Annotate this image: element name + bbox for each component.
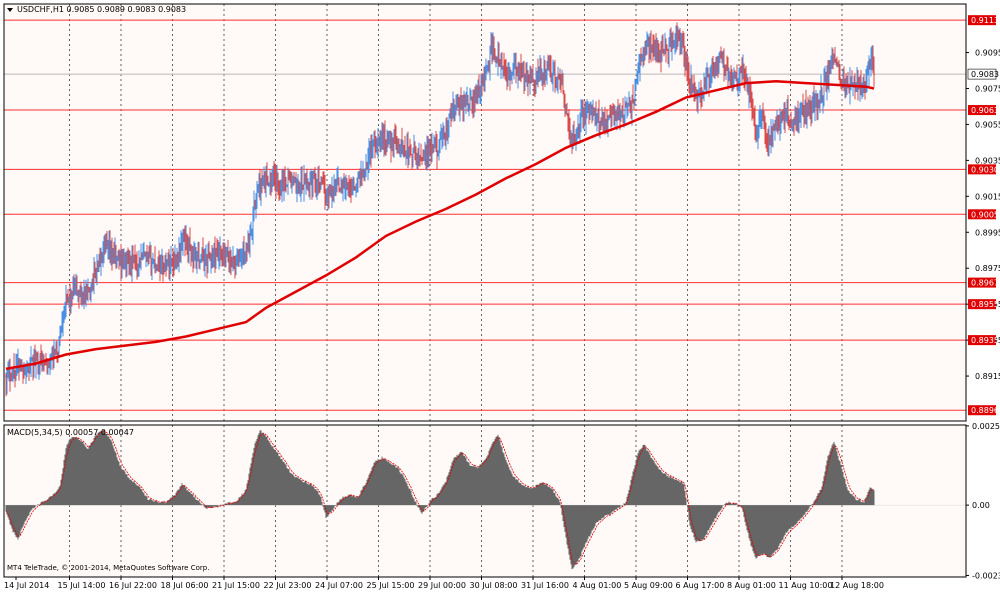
time-tick-label: 6 Aug 17:00 bbox=[676, 581, 725, 590]
current-price-tag: 0.9083 bbox=[967, 68, 999, 80]
level-price-tags: 0.9113 0.9063 0.9030 0.9005 0.8967 0.8955 0.89… bbox=[968, 15, 999, 416]
time-tick-label: 24 Jul 07:00 bbox=[315, 581, 363, 590]
time-tick-label: 22 Jul 23:00 bbox=[264, 581, 312, 590]
time-tick-label: 15 Jul 14:00 bbox=[58, 581, 106, 590]
copyright-footer: MT4 TeleTrade, © 2001-2014, MetaQuotes S… bbox=[7, 564, 209, 572]
macd-pane-frame bbox=[3, 424, 967, 578]
price-tick-label: 0.9075 bbox=[975, 84, 1000, 93]
level-tag-box bbox=[968, 164, 996, 175]
moving-average-line bbox=[5, 80, 875, 371]
time-tick-label: 11 Aug 10:00 bbox=[779, 581, 833, 590]
level-tag-box bbox=[968, 277, 996, 288]
time-tick-label: 12 Aug 18:00 bbox=[830, 581, 884, 590]
macd-tick-label: 0.00 bbox=[972, 501, 990, 510]
time-tick-label: 18 Jul 06:00 bbox=[161, 581, 209, 590]
price-tick-label: 0.9015 bbox=[975, 192, 1000, 201]
time-tick-label: 21 Jul 15:00 bbox=[212, 581, 260, 590]
price-bar bbox=[873, 56, 875, 87]
time-tick-label: 29 Jul 00:00 bbox=[418, 581, 466, 590]
level-tag-box bbox=[968, 105, 996, 116]
price-pane-frame bbox=[3, 3, 967, 422]
time-tick-label: 31 Jul 16:00 bbox=[521, 581, 569, 590]
current-price-tag-box bbox=[967, 68, 997, 80]
level-tag-label: 0.9005 bbox=[971, 210, 999, 219]
current-price-label: 0.9083 bbox=[971, 70, 999, 79]
level-tag-label: 0.9063 bbox=[971, 106, 999, 115]
level-tag-box bbox=[968, 15, 996, 26]
level-tag-label: 0.8896 bbox=[971, 406, 999, 415]
level-tag-box bbox=[968, 209, 996, 220]
macd-tick-label: -0.0023 bbox=[972, 571, 1000, 580]
level-tag-label: 0.8955 bbox=[971, 300, 999, 309]
time-tick-label: 5 Aug 09:00 bbox=[624, 581, 673, 590]
horizontal-level-lines[interactable] bbox=[4, 19, 966, 411]
level-tag-label: 0.8967 bbox=[971, 279, 999, 288]
level-tag-box bbox=[968, 299, 996, 310]
price-tick-label: 0.8995 bbox=[975, 228, 1000, 237]
price-tick-label: 0.9095 bbox=[975, 49, 1000, 58]
chart-menu-triangle-icon[interactable] bbox=[7, 8, 13, 12]
price-tick-label: 0.8975 bbox=[975, 264, 1000, 273]
time-tick-label: 4 Aug 01:00 bbox=[573, 581, 622, 590]
level-tag-label: 0.8935 bbox=[971, 336, 999, 345]
price-tick-label: 0.8915 bbox=[975, 372, 1000, 381]
macd-indicator-pane[interactable]: MACD(5,34,5) 0.00057 0.00047 0.002590.00… bbox=[3, 422, 1000, 581]
macd-tick-label: 0.00259 bbox=[972, 422, 1000, 431]
price-chart-pane[interactable]: USDCHF,H1 0.9085 0.9089 0.9083 0.9083 0.… bbox=[3, 3, 1000, 422]
price-bars bbox=[5, 22, 875, 397]
macd-histogram bbox=[5, 430, 875, 570]
time-tick-label: 14 Jul 2014 bbox=[4, 581, 49, 590]
price-tick-label: 0.9055 bbox=[975, 120, 1000, 129]
time-axis: 14 Jul 2014 15 Jul 14:00 16 Jul 22:00 18 Ju… bbox=[4, 577, 884, 590]
macd-axis: 0.00259 0.00 -0.0023 bbox=[966, 422, 1000, 580]
time-tick-label: 16 Jul 22:00 bbox=[109, 581, 157, 590]
time-tick-label: 25 Jul 15:00 bbox=[367, 581, 415, 590]
price-tick-label: 0.9035 bbox=[975, 156, 1000, 165]
time-tick-label: 30 Jul 08:00 bbox=[470, 581, 518, 590]
level-tag-box bbox=[968, 405, 996, 416]
time-tick-label: 8 Aug 01:00 bbox=[727, 581, 776, 590]
macd-signal-line bbox=[5, 430, 875, 565]
chart-title: USDCHF,H1 0.9085 0.9089 0.9083 0.9083 bbox=[7, 5, 186, 14]
level-tag-label: 0.9113 bbox=[971, 16, 999, 25]
level-tag-label: 0.9030 bbox=[971, 165, 999, 174]
macd-title-text: MACD(5,34,5) 0.00057 0.00047 bbox=[7, 428, 134, 437]
level-tag-box bbox=[968, 335, 996, 346]
chart-title-text: USDCHF,H1 0.9085 0.9089 0.9083 0.9083 bbox=[17, 5, 186, 14]
